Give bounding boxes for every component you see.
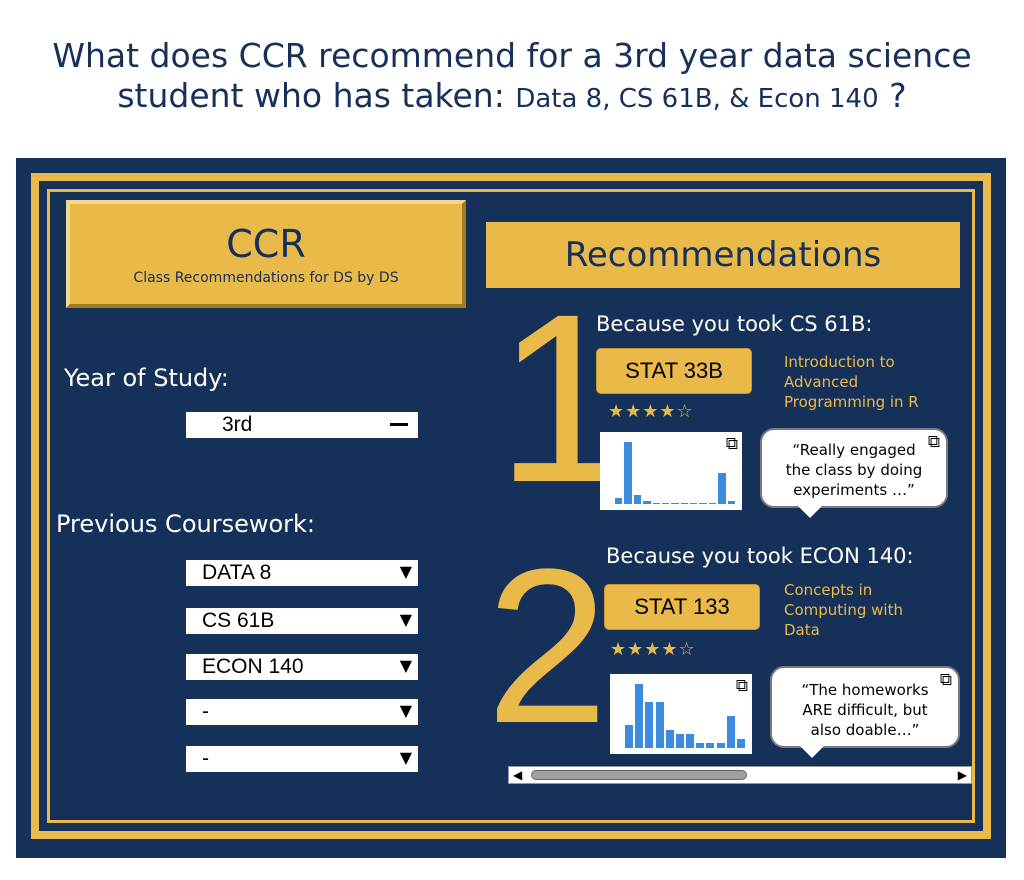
- recommendations-title: Recommendations: [564, 235, 882, 275]
- histogram-bar: [624, 442, 632, 504]
- because-text-2: Because you took ECON 140:: [606, 544, 914, 568]
- histogram-bar: [680, 503, 689, 504]
- external-link-icon[interactable]: ⧉: [725, 434, 738, 454]
- coursework-value-3: ECON 140: [202, 655, 304, 678]
- histogram-bar: [625, 725, 634, 748]
- ccr-app-panel: CCR Class Recommendations for DS by DS Y…: [16, 158, 1006, 858]
- course-description-1-line: Introduction to: [784, 353, 895, 371]
- year-of-study-label: Year of Study:: [64, 364, 229, 392]
- review-line: “The homeworks: [801, 681, 929, 699]
- histogram-bar: [671, 503, 679, 504]
- histogram-bar: [727, 500, 735, 504]
- histogram-bar: [699, 503, 707, 504]
- external-link-icon[interactable]: ⧉: [939, 670, 952, 690]
- histogram-bar: [736, 738, 745, 748]
- histogram-bar: [615, 497, 623, 504]
- question-courses: Data 8, CS 61B, & Econ 140: [515, 84, 879, 114]
- recommendations-scrollbar[interactable]: ◀ ▶: [508, 766, 972, 784]
- review-bubble-1: ⧉ “Really engaged the class by doing exp…: [760, 428, 948, 518]
- histogram-bar: [726, 716, 735, 748]
- course-description-1[interactable]: Introduction to Advanced Programming in …: [784, 352, 919, 412]
- histogram-bar: [635, 684, 644, 748]
- course-description-1-line: Advanced: [784, 373, 859, 391]
- course-button-stat-133[interactable]: STAT 133: [604, 584, 760, 630]
- triangle-down-icon: ▼: [399, 610, 412, 629]
- course-description-2-line: Computing with: [784, 601, 903, 619]
- grade-histogram-1: ⧉: [600, 432, 742, 510]
- ccr-logo: CCR Class Recommendations for DS by DS: [66, 200, 466, 308]
- histogram-bar: [718, 473, 726, 504]
- external-link-icon[interactable]: ⧉: [927, 432, 940, 452]
- course-button-stat-33b[interactable]: STAT 33B: [596, 348, 752, 394]
- triangle-down-icon: ▼: [399, 562, 412, 581]
- histogram-bar: [643, 500, 651, 504]
- logo-title: CCR: [226, 222, 306, 266]
- histogram-bar: [675, 734, 684, 748]
- star-rating-1: ★★★★☆: [608, 401, 694, 422]
- review-text-2: “The homeworks ARE difficult, but also d…: [772, 680, 958, 740]
- coursework-select-4[interactable]: - ▼: [186, 699, 418, 725]
- triangle-down-icon: ▼: [399, 748, 412, 767]
- coursework-value-5: -: [202, 747, 209, 770]
- histogram-bar: [696, 743, 705, 748]
- histogram-bar: [690, 503, 698, 504]
- histogram-bar: [633, 494, 642, 504]
- bubble-tail: [798, 506, 822, 518]
- histogram-bar: [706, 743, 715, 748]
- question-heading: What does CCR recommend for a 3rd year d…: [0, 36, 1024, 119]
- review-line: experiments …”: [793, 481, 915, 499]
- dropdown-dash-icon: [390, 423, 408, 426]
- star-rating-2: ★★★★☆: [610, 639, 696, 660]
- question-line-2: student who has taken: Data 8, CS 61B, &…: [0, 76, 1024, 119]
- coursework-select-5[interactable]: - ▼: [186, 746, 418, 772]
- review-line: ARE difficult, but: [802, 701, 928, 719]
- review-text-1: “Really engaged the class by doing exper…: [762, 440, 946, 500]
- year-of-study-value: 3rd: [222, 413, 253, 436]
- coursework-select-3[interactable]: ECON 140 ▼: [186, 654, 418, 680]
- coursework-value-1: DATA 8: [202, 561, 272, 584]
- histogram-bar: [708, 503, 717, 504]
- review-line: “Really engaged: [792, 441, 916, 459]
- recommendations-header: Recommendations: [486, 222, 960, 288]
- logo-subtitle: Class Recommendations for DS by DS: [133, 270, 399, 286]
- gold-frame: [31, 173, 991, 839]
- course-code-2: STAT 133: [634, 594, 730, 619]
- grade-histogram-2: ⧉: [610, 674, 752, 754]
- bubble-tail: [800, 746, 824, 758]
- review-bubble-2: ⧉ “The homeworks ARE difficult, but also…: [770, 666, 960, 758]
- external-link-icon[interactable]: ⧉: [735, 676, 748, 696]
- scroll-left-arrow-icon[interactable]: ◀: [513, 768, 523, 782]
- coursework-select-1[interactable]: DATA 8 ▼: [186, 560, 418, 586]
- histogram-bar: [655, 702, 664, 748]
- gold-frame-inner: [47, 189, 975, 823]
- coursework-value-2: CS 61B: [202, 609, 275, 632]
- histogram-bar: [661, 503, 670, 504]
- course-description-2-line: Concepts in: [784, 581, 873, 599]
- scrollbar-thumb[interactable]: [531, 770, 747, 780]
- previous-coursework-label: Previous Coursework:: [56, 510, 316, 538]
- coursework-value-4: -: [202, 700, 209, 723]
- histogram-bar: [686, 734, 695, 748]
- coursework-select-2[interactable]: CS 61B ▼: [186, 608, 418, 634]
- review-line: the class by doing: [785, 461, 923, 479]
- question-line-2-suffix: ?: [878, 76, 907, 115]
- because-text-1: Because you took CS 61B:: [596, 312, 873, 336]
- triangle-down-icon: ▼: [399, 701, 412, 720]
- question-line-1: What does CCR recommend for a 3rd year d…: [52, 36, 972, 75]
- review-line: also doable…”: [810, 721, 920, 739]
- scroll-right-arrow-icon[interactable]: ▶: [957, 768, 967, 782]
- triangle-down-icon: ▼: [399, 656, 412, 675]
- course-description-2[interactable]: Concepts in Computing with Data: [784, 580, 903, 640]
- course-description-2-line: Data: [784, 621, 820, 639]
- histogram-bar: [716, 743, 725, 748]
- course-description-1-line: Programming in R: [784, 393, 919, 411]
- histogram-bar: [645, 702, 654, 748]
- year-of-study-select[interactable]: 3rd: [186, 412, 418, 438]
- rank-number-2: 2: [486, 523, 609, 769]
- course-code-1: STAT 33B: [625, 358, 723, 383]
- question-line-2-prefix: student who has taken:: [117, 76, 516, 115]
- histogram-bar: [665, 729, 674, 748]
- histogram-bar: [652, 503, 660, 504]
